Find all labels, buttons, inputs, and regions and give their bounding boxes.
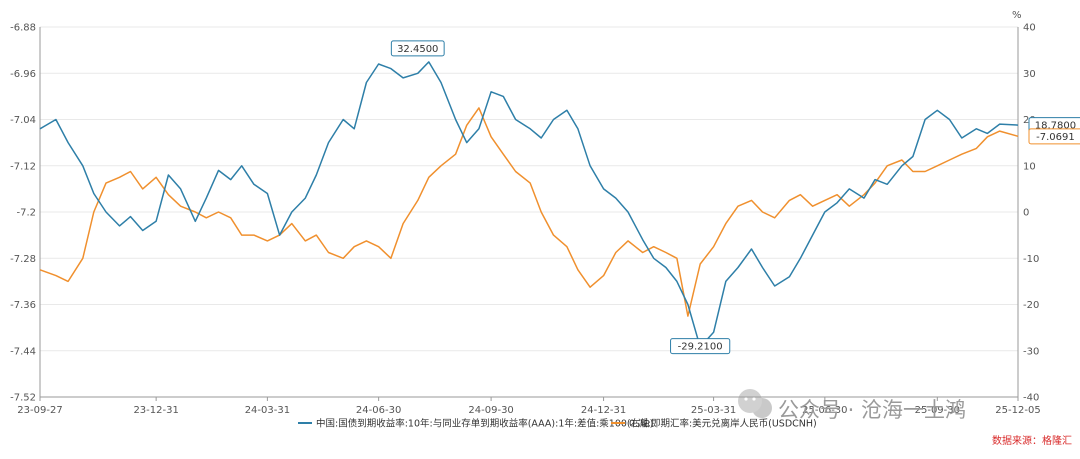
data-callout: -7.0691 (1028, 128, 1080, 145)
legend-item[interactable]: 中国:国债到期收益率:10年:与同业存单到期收益率(AAA):1年:差值:乘10… (298, 418, 653, 430)
y-left-tick-label: -7.52 (10, 393, 36, 404)
series-line-0 (39, 61, 1019, 348)
gridlines (40, 26, 1018, 398)
y-left-tick-label: -7.04 (10, 115, 36, 126)
y-left-tick-label: -7.36 (10, 300, 36, 311)
series-line-1 (39, 107, 1019, 317)
y-right-tick-label: 40 (1023, 23, 1036, 34)
callout-label: -29.2100 (678, 342, 723, 353)
y-left-tick-label: -7.28 (10, 254, 36, 265)
callouts: 32.4500 -29.2100 18.7800-7.0691 (390, 40, 1080, 355)
x-tick-label: 25-09-30 (915, 405, 960, 416)
wechat-logo-icon (738, 389, 772, 418)
x-tick-label: 23-12-31 (133, 405, 178, 416)
axes: -6.88 -6.96 -7.04 -7.12 -7.2 -7.28 -7.36 -7.44 -… (10, 10, 1041, 416)
y-left-tick-label: -7.44 (10, 346, 36, 357)
legend: 中国:国债到期收益率:10年:与同业存单到期收益率(AAA):1年:差值:乘10… (298, 418, 817, 430)
y-right-tick-label: 0 (1023, 208, 1029, 219)
watermark: 公众号 · 沧海一土鸿 数据来源：格隆汇 (738, 389, 1072, 447)
y-right-tick-label: 10 (1023, 161, 1036, 172)
y-right-tick-label: -10 (1023, 254, 1039, 265)
y-right-tick-label: -40 (1023, 393, 1039, 404)
x-tick-label: 24-09-30 (468, 405, 513, 416)
x-tick-label: 24-03-31 (245, 405, 290, 416)
legend-item[interactable]: 0:减:即期汇率:美元兑离岸人民币(USDCNH) (611, 418, 817, 430)
callout-label: 18.7800 (1035, 121, 1076, 132)
x-tick-label: 25-06-30 (802, 405, 847, 416)
y-left-tick-label: -7.12 (10, 161, 36, 172)
x-tick-label: 25-03-31 (691, 405, 736, 416)
callout-label: 32.4500 (397, 44, 438, 55)
y-left-tick-label: -7.2 (16, 208, 36, 219)
x-tick-label: 24-12-31 (581, 405, 626, 416)
data-callout: 32.4500 (390, 40, 445, 57)
y-right-tick-label: -30 (1023, 346, 1039, 357)
x-tick-label: 25-12-05 (995, 405, 1040, 416)
legend-label: 中国:国债到期收益率:10年:与同业存单到期收益率(AAA):1年:差值:乘10… (316, 418, 653, 430)
y-right-tick-label: -20 (1023, 300, 1039, 311)
legend-label: 0:减:即期汇率:美元兑离岸人民币(USDCNH) (629, 418, 817, 430)
x-tick-label: 23-09-27 (17, 405, 62, 416)
y-right-tick-label: 30 (1023, 69, 1036, 80)
watermark-source: 数据来源：格隆汇 (992, 434, 1072, 447)
y-right-unit-label: % (1012, 10, 1022, 21)
y-left-tick-label: -6.96 (10, 69, 36, 80)
callout-label: -7.0691 (1036, 132, 1075, 143)
series (39, 61, 1019, 348)
x-tick-label: 24-06-30 (356, 405, 401, 416)
y-left-tick-label: -6.88 (10, 23, 36, 34)
watermark-text: 公众号 · 沧海一土鸿 (778, 398, 966, 422)
data-callout: -29.2100 (670, 338, 731, 355)
